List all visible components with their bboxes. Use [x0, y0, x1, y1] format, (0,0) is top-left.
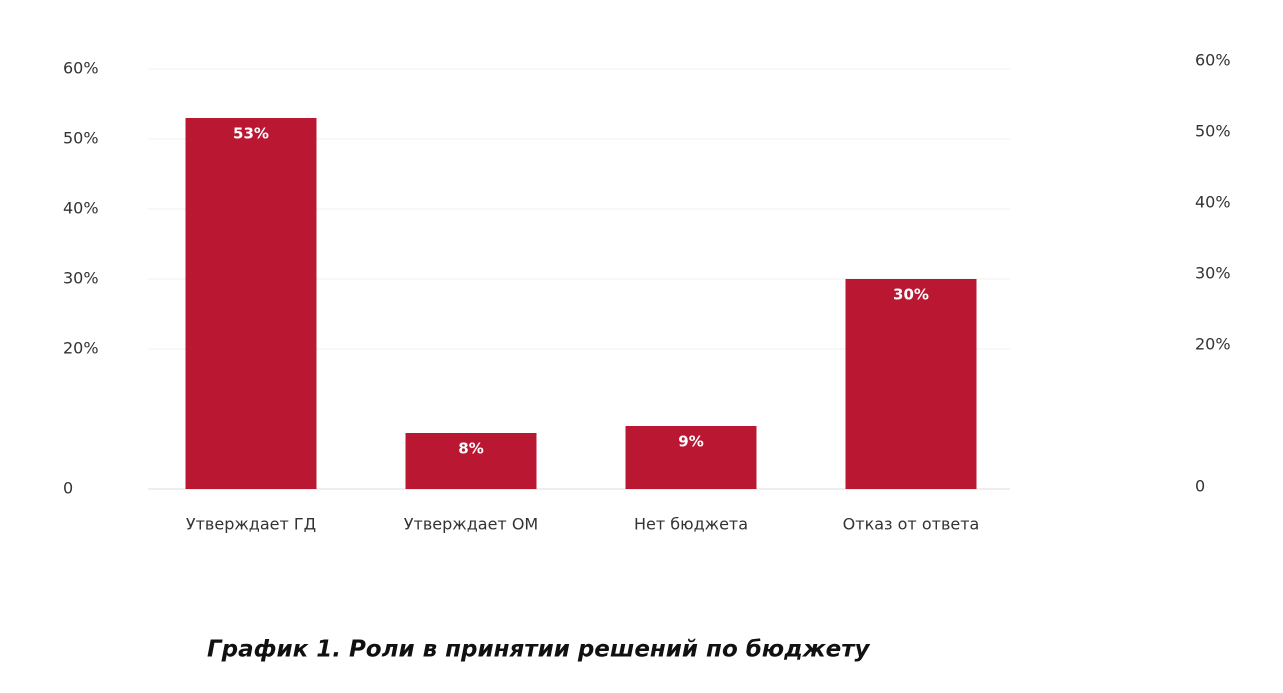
y-tick-label: 0: [1195, 477, 1205, 496]
bar: [625, 426, 757, 489]
y-tick-label: 20%: [63, 339, 99, 358]
y-tick-label: 60%: [1195, 51, 1231, 70]
y-tick-label: 50%: [63, 129, 99, 148]
y-tick-label: 40%: [1195, 193, 1231, 212]
x-tick-label: Утверждает ОМ: [404, 515, 538, 534]
y-tick-label: 50%: [1195, 122, 1231, 141]
data-label: 9%: [678, 433, 703, 451]
x-tick-label: Отказ от ответа: [843, 515, 980, 534]
y-tick-label: 30%: [63, 269, 99, 288]
data-label: 53%: [233, 125, 269, 143]
data-label: 8%: [458, 440, 483, 458]
bar: [405, 433, 537, 489]
y-tick-label: 20%: [1195, 335, 1231, 354]
y-tick-label: 0: [63, 479, 73, 498]
data-label: 30%: [893, 286, 929, 304]
x-tick-label: Нет бюджета: [634, 515, 748, 534]
y-tick-label: 60%: [63, 59, 99, 78]
bar: [845, 279, 977, 489]
bar: [185, 118, 317, 489]
y-tick-label: 40%: [63, 199, 99, 218]
x-tick-label: Утверждает ГД: [186, 515, 316, 534]
y-tick-label: 30%: [1195, 264, 1231, 283]
chart-title: График 1. Роли в принятии решений по бюд…: [207, 637, 871, 663]
